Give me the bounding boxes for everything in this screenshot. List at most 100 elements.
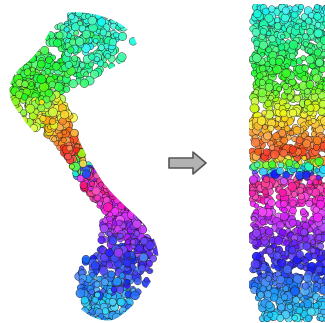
point-mark	[310, 239, 316, 245]
point-mark	[76, 174, 85, 183]
point-mark	[70, 128, 79, 138]
point-mark	[318, 99, 325, 109]
point-mark	[142, 209, 151, 218]
point-mark	[85, 313, 91, 319]
point-mark	[264, 99, 272, 108]
point-mark	[268, 34, 277, 43]
point-mark	[312, 136, 322, 146]
point-mark	[257, 291, 265, 299]
point-mark	[305, 80, 315, 89]
point-mark	[87, 16, 97, 26]
point-mark	[117, 201, 126, 211]
point-mark	[105, 261, 113, 269]
point-mark	[121, 311, 129, 319]
point-mark	[317, 242, 325, 250]
point-mark	[295, 306, 304, 315]
point-mark	[312, 178, 319, 186]
point-mark	[68, 13, 75, 20]
point-mark	[256, 72, 264, 80]
point-mark	[118, 272, 126, 279]
point-mark	[314, 4, 320, 10]
point-mark	[108, 62, 116, 70]
point-mark	[104, 12, 110, 13]
point-mark	[285, 277, 294, 285]
point-mark	[104, 53, 111, 60]
point-mark	[112, 277, 122, 287]
point-mark	[314, 167, 320, 174]
point-mark	[105, 248, 114, 257]
point-mark	[253, 89, 259, 95]
point-mark	[291, 5, 299, 13]
point-mark	[292, 126, 302, 135]
point-mark	[131, 204, 138, 211]
point-mark	[279, 109, 288, 118]
point-mark	[316, 199, 325, 209]
point-mark	[276, 314, 285, 322]
point-mark	[151, 224, 159, 232]
point-mark	[312, 302, 320, 309]
point-mark	[280, 212, 289, 221]
point-mark	[307, 48, 314, 55]
point-mark	[249, 103, 260, 114]
point-mark	[263, 175, 271, 183]
point-mark	[94, 291, 101, 299]
point-mark	[302, 242, 311, 251]
point-mark	[315, 88, 322, 95]
point-mark	[23, 68, 32, 76]
point-mark	[287, 182, 297, 192]
point-mark	[280, 200, 288, 208]
point-mark	[314, 21, 322, 29]
point-mark	[103, 12, 111, 19]
point-mark	[317, 278, 324, 285]
point-mark	[252, 228, 261, 238]
point-mark	[86, 3, 93, 10]
point-mark	[79, 181, 88, 190]
point-mark	[98, 181, 104, 188]
point-mark	[127, 196, 135, 205]
point-mark	[293, 94, 302, 103]
point-mark	[139, 252, 149, 262]
point-mark	[143, 216, 150, 222]
point-mark	[141, 216, 152, 226]
point-mark	[126, 202, 135, 211]
point-mark	[99, 224, 109, 234]
point-mark	[81, 255, 91, 264]
point-mark	[298, 4, 305, 10]
point-mark	[30, 66, 36, 73]
point-mark	[152, 246, 159, 256]
point-mark	[71, 55, 79, 62]
point-mark	[303, 88, 311, 95]
point-mark	[259, 285, 267, 293]
point-mark	[250, 259, 261, 269]
point-mark	[28, 54, 37, 63]
point-mark	[281, 68, 291, 78]
point-mark	[299, 301, 305, 308]
point-mark	[123, 258, 132, 267]
point-mark	[120, 195, 127, 202]
point-mark	[134, 277, 142, 286]
point-mark	[264, 82, 274, 92]
point-mark	[265, 275, 272, 282]
point-mark	[57, 75, 64, 82]
point-mark	[118, 12, 125, 13]
point-mark	[288, 40, 299, 50]
point-mark	[252, 53, 262, 63]
point-mark	[101, 307, 109, 315]
point-mark	[303, 273, 313, 283]
point-mark	[301, 282, 310, 290]
point-mark	[117, 31, 127, 41]
point-mark	[48, 80, 56, 89]
point-mark	[113, 248, 124, 258]
point-mark	[251, 27, 261, 37]
point-mark	[279, 149, 288, 158]
point-mark	[90, 69, 99, 79]
point-mark	[154, 230, 159, 241]
point-mark	[83, 4, 91, 12]
point-mark	[123, 251, 131, 259]
point-mark	[280, 136, 289, 145]
point-mark	[130, 239, 136, 245]
point-mark	[310, 92, 319, 101]
point-mark	[21, 80, 29, 88]
